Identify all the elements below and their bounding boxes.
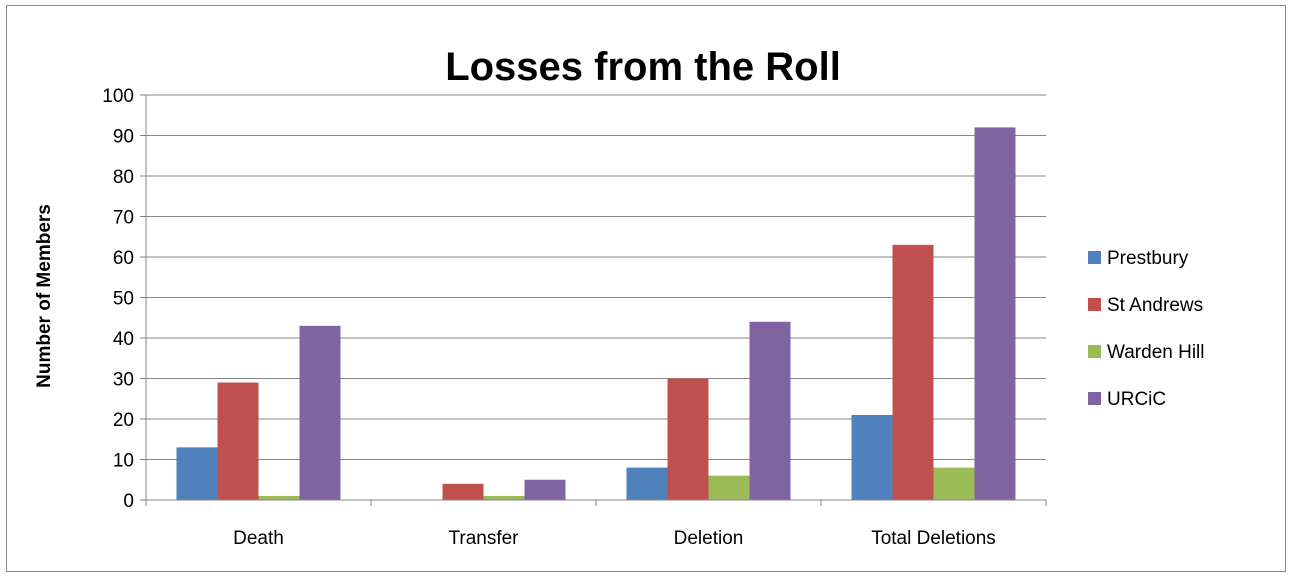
bar: [626, 467, 668, 500]
y-tick-label: 90: [113, 127, 134, 148]
legend-swatch: [1088, 251, 1101, 264]
legend-swatch: [1088, 345, 1101, 358]
y-tick-label: 50: [113, 289, 134, 310]
y-tick-label: 10: [113, 451, 134, 472]
x-category-label: Deletion: [674, 528, 744, 549]
chart-title: Losses from the Roll: [445, 45, 841, 89]
y-axis-label: Number of Members: [34, 204, 55, 388]
bar: [299, 325, 341, 500]
y-tick-label: 60: [113, 248, 134, 269]
y-tick-label: 20: [113, 410, 134, 431]
bar: [442, 483, 484, 500]
legend-label: Warden Hill: [1107, 342, 1205, 363]
x-category-label: Death: [233, 528, 284, 549]
bar: [708, 475, 750, 500]
legend-label: URCiC: [1107, 389, 1166, 410]
legend-swatch: [1088, 298, 1101, 311]
bar: [974, 127, 1016, 501]
x-category-label: Total Deletions: [871, 528, 996, 549]
bar: [851, 414, 893, 500]
legend-swatch: [1088, 392, 1101, 405]
bar: [933, 467, 975, 500]
bar: [524, 479, 566, 500]
bars: [176, 127, 1016, 501]
bar: [258, 495, 300, 500]
bar: [667, 378, 709, 500]
y-tick-label: 40: [113, 329, 134, 350]
y-axis-ticks: 0 10 20 30 40 50 60 70 80 90 100: [102, 86, 146, 512]
bar: [892, 244, 934, 500]
bar: [749, 321, 791, 500]
legend-label: Prestbury: [1107, 248, 1189, 269]
y-tick-label: 100: [102, 86, 134, 107]
legend-label: St Andrews: [1107, 295, 1203, 316]
x-category-label: Transfer: [448, 528, 519, 549]
bar: [483, 495, 525, 500]
y-tick-label: 80: [113, 167, 134, 188]
bar: [176, 447, 218, 500]
y-tick-label: 70: [113, 208, 134, 229]
axes: [145, 95, 1047, 506]
y-tick-label: 0: [123, 491, 134, 512]
y-tick-label: 30: [113, 370, 134, 391]
x-axis-categories: Death Transfer Deletion Total Deletions: [233, 528, 996, 549]
bar: [217, 382, 259, 500]
legend: Prestbury St Andrews Warden Hill URCiC: [1088, 248, 1205, 410]
